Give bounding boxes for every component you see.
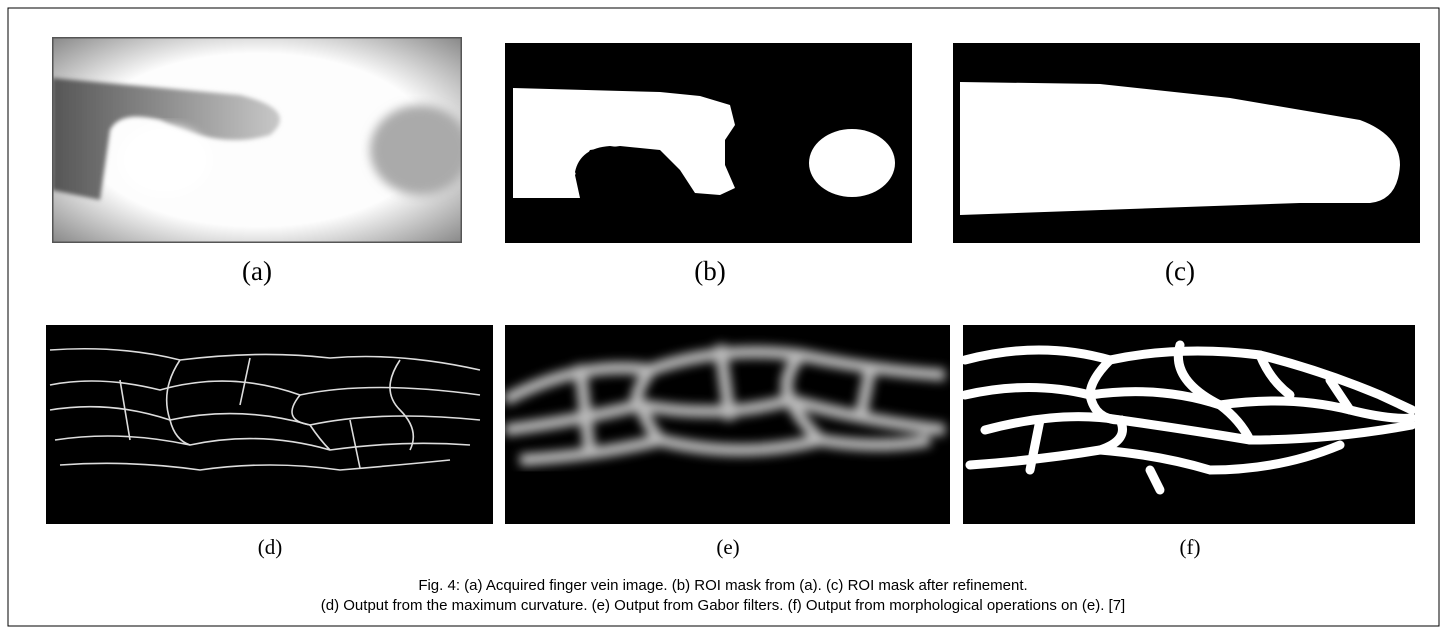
panel-c-image [953,43,1420,243]
caption-line: (d) Output from the maximum curvature. (… [321,597,1125,614]
panel-label: (e) [716,535,739,559]
panel-label: (f) [1180,535,1201,559]
panel-d-image [46,325,493,524]
caption-line: Fig. 4: (a) Acquired finger vein image. … [418,577,1027,594]
figure: (a) (b) (c) (d) [0,0,1447,634]
panel-f-image [963,325,1415,524]
panel-e-image [505,325,950,524]
panel-label: (a) [242,256,272,286]
panel-a-image [52,37,470,243]
panel-b-image [505,43,912,243]
panel-label: (d) [258,535,283,559]
panel-label: (b) [694,256,725,286]
panel-label: (c) [1165,256,1195,286]
